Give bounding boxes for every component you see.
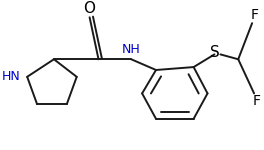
Text: NH: NH xyxy=(122,43,141,56)
Text: F: F xyxy=(251,8,259,22)
Text: HN: HN xyxy=(2,70,21,83)
Text: O: O xyxy=(84,1,96,16)
Text: F: F xyxy=(253,94,261,108)
Text: S: S xyxy=(210,45,219,60)
